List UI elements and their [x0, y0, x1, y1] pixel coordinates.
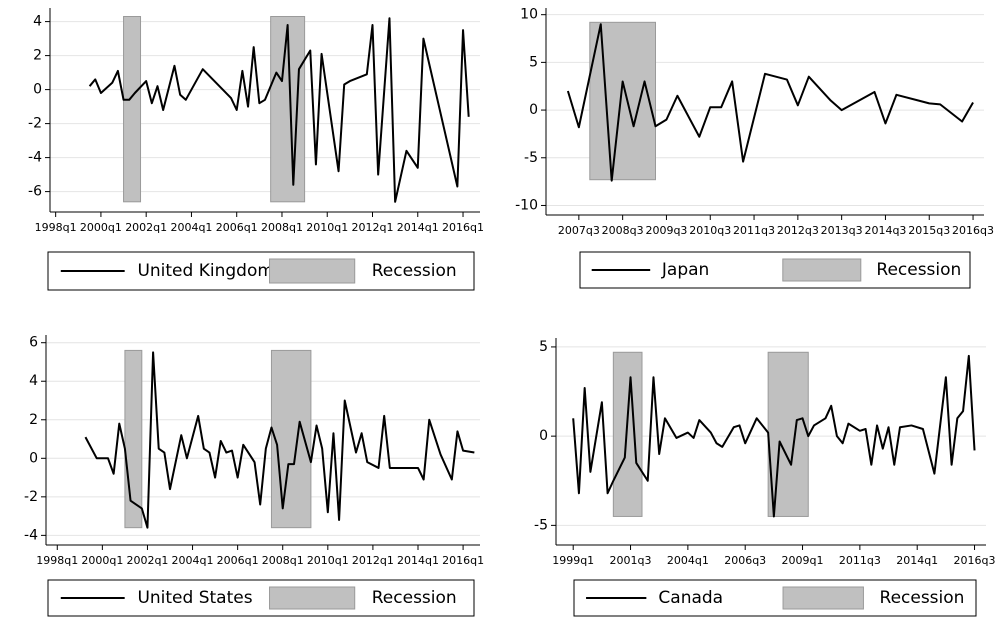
legend-label: United Kingdom: [137, 261, 273, 281]
series-line: [572, 354, 976, 518]
x-tick-label: 2015q3: [908, 224, 950, 237]
y-tick-label: 0: [29, 450, 38, 466]
x-tick-label: 2006q1: [216, 221, 258, 234]
y-tick-label: 2: [29, 412, 38, 428]
x-tick-label: 2016q3: [954, 554, 996, 567]
x-tick-label: 2016q1: [442, 221, 484, 234]
legend-label: Canada: [658, 588, 723, 608]
recession-band: [589, 21, 656, 181]
x-tick-label: 1998q1: [35, 221, 77, 234]
x-tick-label: 2016q1: [442, 554, 484, 567]
x-tick-label: 2006q1: [217, 554, 259, 567]
y-tick-label: -2: [24, 489, 38, 505]
y-tick-label: 6: [29, 335, 38, 351]
y-tick-label: 4: [29, 373, 38, 389]
x-tick-label: 2008q1: [262, 554, 304, 567]
x-tick-label: 2011q3: [733, 224, 775, 237]
x-tick-label: 1999q1: [552, 554, 594, 567]
y-tick-label: 4: [33, 14, 42, 30]
y-tick-label: 0: [539, 428, 548, 444]
x-tick-label: 2010q3: [689, 224, 731, 237]
legend-swatch: [782, 258, 862, 282]
y-tick-label: -2: [28, 116, 42, 132]
legend-label: Recession: [372, 261, 457, 281]
y-tick-label: 5: [539, 339, 548, 355]
y-tick-label: -10: [515, 197, 538, 213]
x-tick-label: 2010q1: [306, 221, 348, 234]
y-tick-label: 5: [529, 54, 538, 70]
x-tick-label: 2014q1: [397, 221, 439, 234]
x-tick-label: 2006q3: [724, 554, 766, 567]
x-tick-label: 2013q3: [821, 224, 863, 237]
x-tick-label: 2011q3: [839, 554, 881, 567]
x-tick-label: 2016q3: [952, 224, 994, 237]
x-tick-label: 2002q1: [126, 554, 168, 567]
x-tick-label: 2007q3: [558, 224, 600, 237]
x-tick-label: 1998q1: [36, 554, 78, 567]
x-tick-label: 2004q1: [667, 554, 709, 567]
recession-band: [123, 16, 142, 203]
x-tick-label: 2014q3: [864, 224, 906, 237]
x-tick-label: 2000q1: [80, 221, 122, 234]
legend-label: Recession: [372, 588, 457, 608]
recession-band: [767, 351, 809, 517]
x-tick-label: 2004q1: [172, 554, 214, 567]
y-tick-label: -5: [524, 150, 538, 166]
y-tick-label: 0: [33, 82, 42, 98]
y-tick-label: 2: [33, 48, 42, 64]
legend-swatch: [269, 586, 356, 610]
y-tick-label: -4: [28, 150, 42, 166]
series-line: [566, 23, 974, 182]
y-tick-label: -4: [24, 527, 38, 543]
x-tick-label: 2012q1: [352, 554, 394, 567]
legend-label: Recession: [876, 260, 961, 280]
x-tick-label: 2014q1: [896, 554, 938, 567]
legend-swatch: [782, 586, 864, 610]
x-tick-label: 2010q1: [307, 554, 349, 567]
legend-label: United States: [137, 588, 252, 608]
x-tick-label: 2008q1: [261, 221, 303, 234]
legend-label: Recession: [880, 588, 965, 608]
series-line: [88, 17, 470, 203]
series-line: [84, 351, 475, 529]
x-tick-label: 2000q1: [81, 554, 123, 567]
y-tick-label: 0: [529, 102, 538, 118]
legend-swatch: [269, 258, 356, 284]
x-tick-label: 2012q3: [777, 224, 819, 237]
x-tick-label: 2012q1: [352, 221, 394, 234]
x-tick-label: 2009q3: [645, 224, 687, 237]
recession-band: [612, 351, 643, 517]
legend-label: Japan: [661, 260, 709, 280]
y-tick-label: -5: [534, 517, 548, 533]
x-tick-label: 2014q1: [397, 554, 439, 567]
x-tick-label: 2004q1: [170, 221, 212, 234]
y-tick-label: 10: [520, 7, 538, 23]
recession-band: [124, 349, 143, 529]
y-tick-label: -6: [28, 184, 42, 200]
x-tick-label: 2009q1: [782, 554, 824, 567]
x-tick-label: 2001q3: [610, 554, 652, 567]
x-tick-label: 2008q3: [602, 224, 644, 237]
x-tick-label: 2002q1: [125, 221, 167, 234]
